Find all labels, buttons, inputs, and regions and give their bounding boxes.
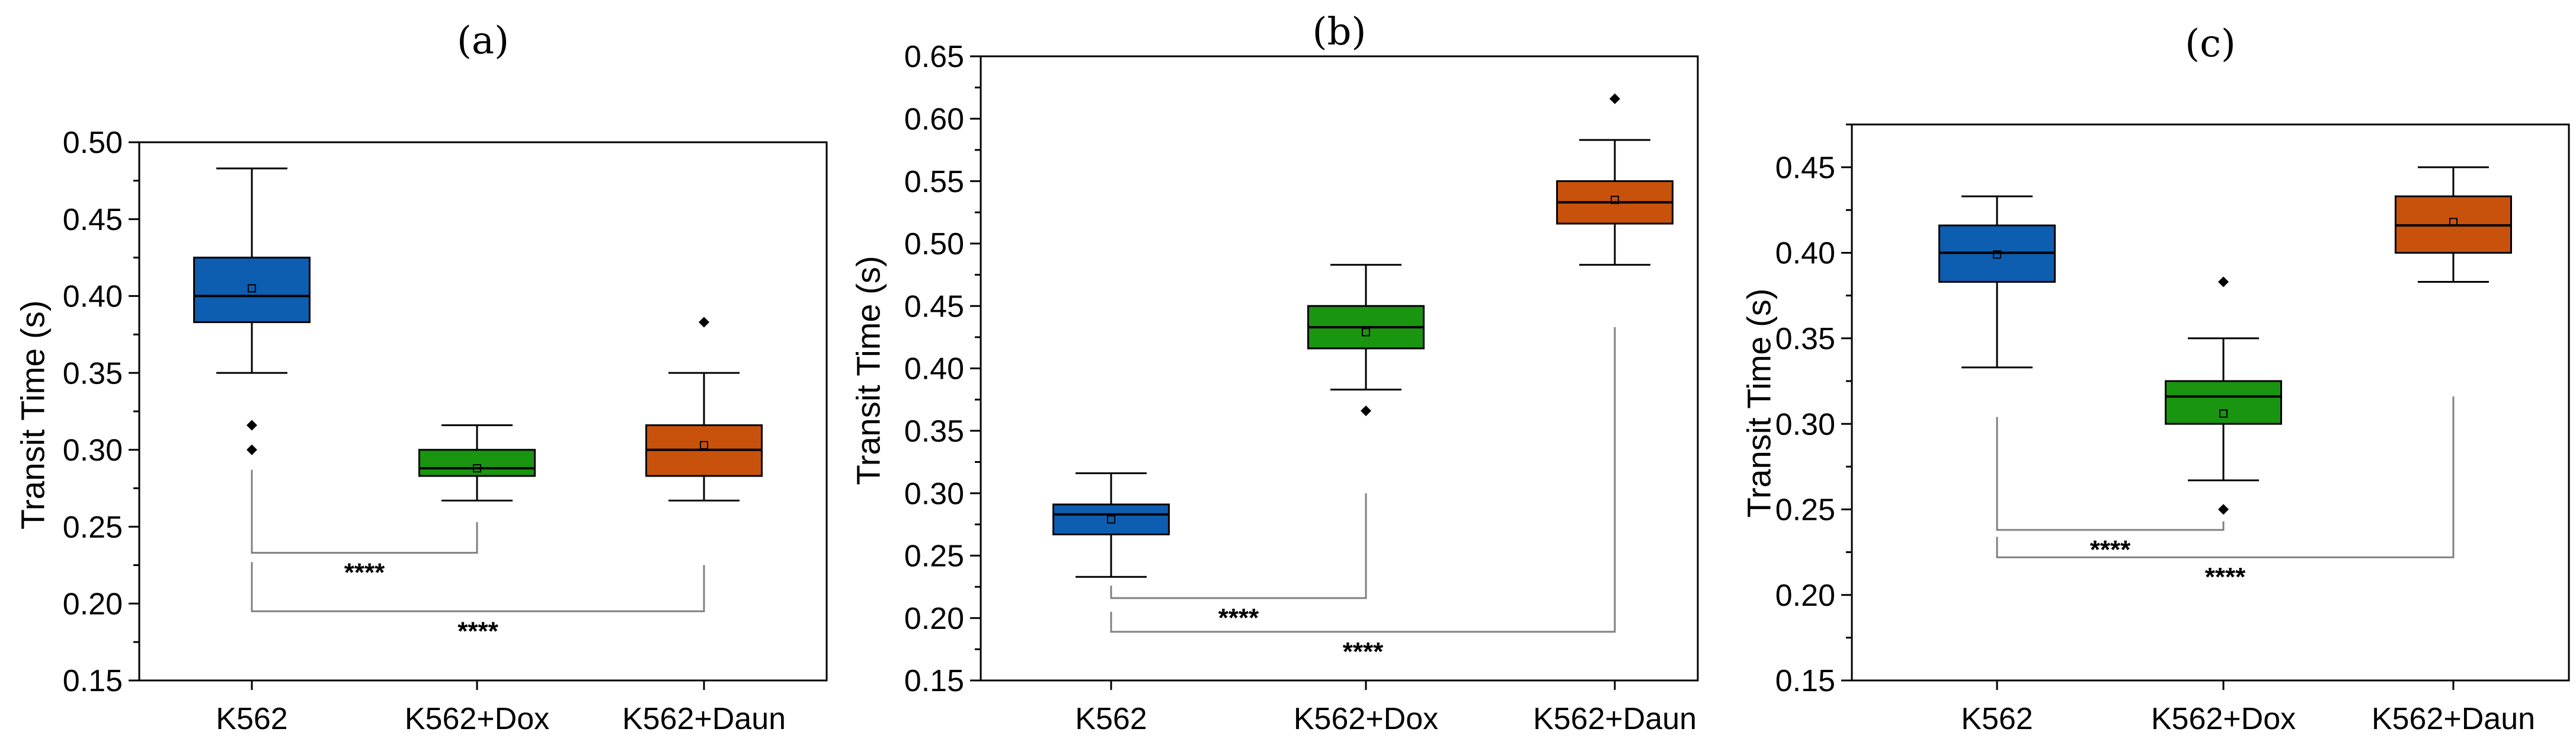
- panel-title: (b): [1313, 10, 1367, 54]
- significance-bracket: [1996, 396, 2455, 558]
- x-tick-label: K562+Daun: [1533, 702, 1697, 736]
- y-tick-label: 0.20: [63, 587, 123, 621]
- panel-title: (a): [457, 19, 509, 63]
- x-tick-label: K562+Dox: [1294, 702, 1438, 736]
- panel-title: (c): [2185, 22, 2236, 66]
- panel-c: (c) Transit Time (s) 0.15 0.20 0.25 0.30 0.35 0…: [1740, 22, 2570, 736]
- y-tick-label: 0.35: [63, 356, 123, 391]
- y-tick-label: 0.40: [63, 280, 123, 314]
- significance-label: ****: [1218, 603, 1259, 632]
- y-tick-label: 0.45: [904, 289, 964, 324]
- outlier-point: [247, 444, 257, 455]
- y-tick-label: 0.20: [904, 602, 964, 636]
- x-tick-label: K562: [1075, 702, 1147, 736]
- y-tick-label: 0.15: [904, 664, 964, 698]
- plot-frame: [1851, 123, 2570, 682]
- y-tick-label: 0.50: [63, 126, 123, 160]
- outlier-point: [247, 420, 257, 431]
- significance-bracket: [251, 469, 478, 554]
- outlier-point: [2218, 504, 2229, 515]
- box-mean-marker: [2449, 218, 2457, 226]
- significance-label: ****: [457, 616, 498, 645]
- y-tick-label: 0.65: [904, 40, 964, 74]
- plot-frame: [980, 55, 1699, 682]
- x-tick-label: K562+Dox: [405, 702, 549, 736]
- y-tick-label: 0.55: [904, 165, 964, 199]
- y-tick-label: 0.25: [63, 510, 123, 545]
- box-mean-marker: [1611, 196, 1619, 204]
- significance-label: ****: [344, 558, 385, 587]
- box-mean-marker: [700, 441, 708, 450]
- box-mean-marker: [2219, 409, 2228, 418]
- outlier-point: [699, 317, 709, 328]
- box-mean-marker: [248, 284, 256, 293]
- significance-bracket: [1110, 327, 1616, 633]
- box-iqr: [1052, 503, 1170, 536]
- y-tick-label: 0.60: [904, 103, 964, 137]
- outlier-point: [1609, 93, 1620, 104]
- y-tick-label: 0.25: [1775, 493, 1835, 528]
- y-tick-label: 0.45: [1775, 151, 1835, 185]
- y-tick-label: 0.50: [904, 227, 964, 261]
- box-mean-marker: [1107, 515, 1115, 524]
- y-axis-label: Transit Time (s): [850, 256, 887, 485]
- box-mean-marker: [473, 464, 481, 472]
- significance-label: ****: [1343, 637, 1384, 666]
- y-tick-label: 0.30: [1775, 407, 1835, 442]
- y-tick-label: 0.30: [904, 477, 964, 511]
- significance-bracket: [251, 562, 705, 612]
- y-tick-label: 0.15: [1775, 664, 1835, 698]
- outlier-point: [1361, 405, 1371, 417]
- box-mean-marker: [1993, 250, 2001, 259]
- x-tick-label: K562+Daun: [622, 702, 786, 736]
- x-tick-label: K562+Daun: [2372, 702, 2535, 736]
- y-tick-label: 0.20: [1775, 579, 1835, 613]
- y-tick-label: 0.25: [904, 539, 964, 574]
- plot-frame: [138, 141, 828, 682]
- significance-bracket: [1110, 493, 1367, 599]
- panel-a: (a) Transit Time (s) 0.15 0.20 0.25 0.30 0.35 0…: [14, 19, 828, 736]
- x-tick-label: K562: [216, 702, 287, 736]
- panel-b: (b) Transit Time (s) 0.15 0.20 0.25 0.30 0.35 0…: [850, 10, 1699, 736]
- significance-bracket: [1996, 417, 2225, 531]
- significance-label: ****: [2205, 563, 2246, 592]
- y-axis-label: Transit Time (s): [14, 301, 52, 530]
- x-tick-label: K562: [1961, 702, 2033, 736]
- y-tick-label: 0.30: [63, 433, 123, 468]
- y-tick-label: 0.40: [1775, 237, 1835, 271]
- outlier-point: [2218, 276, 2229, 287]
- box-iqr: [193, 257, 311, 324]
- y-tick-label: 0.35: [904, 414, 964, 449]
- y-tick-label: 0.15: [63, 664, 123, 698]
- y-axis-label: Transit Time (s): [1740, 289, 1778, 518]
- y-tick-label: 0.40: [904, 352, 964, 386]
- x-tick-label: K562+Dox: [2151, 702, 2296, 736]
- y-tick-label: 0.45: [63, 203, 123, 237]
- significance-label: ****: [2090, 535, 2131, 564]
- y-tick-label: 0.35: [1775, 322, 1835, 356]
- box-mean-marker: [1362, 328, 1370, 337]
